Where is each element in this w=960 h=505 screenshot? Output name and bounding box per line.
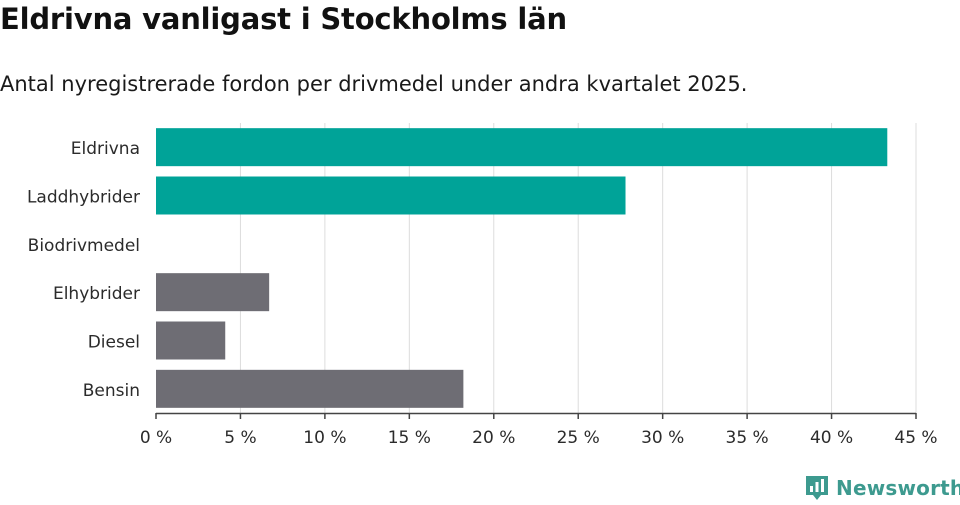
- x-tick-label: 5 %: [224, 428, 256, 448]
- x-tick-label: 35 %: [726, 428, 769, 448]
- category-label: Eldrivna: [71, 139, 140, 159]
- x-tick-label: 25 %: [557, 428, 600, 448]
- x-tick-label: 15 %: [388, 428, 431, 448]
- category-label: Bensin: [83, 381, 140, 401]
- bar: [156, 128, 888, 167]
- x-tick-label: 20 %: [472, 428, 515, 448]
- x-tick-label: 0 %: [140, 428, 172, 448]
- category-label: Elhybrider: [53, 284, 140, 304]
- x-tick-label: 30 %: [641, 428, 684, 448]
- x-tick-label: 40 %: [810, 428, 853, 448]
- x-tick-label: 10 %: [303, 428, 346, 448]
- category-label: Biodrivmedel: [28, 236, 140, 256]
- bar: [156, 273, 270, 312]
- bar-chart-logo-icon: [806, 476, 828, 500]
- x-tick-label: 45 %: [894, 428, 937, 448]
- category-label: Diesel: [88, 333, 140, 353]
- bar: [156, 369, 464, 408]
- chart-title: Eldrivna vanligast i Stockholms län: [0, 2, 567, 36]
- category-label: Laddhybrider: [27, 188, 140, 208]
- bar: [156, 321, 226, 360]
- chart-subtitle: Antal nyregistrerade fordon per drivmede…: [0, 72, 748, 96]
- brand-logo: Newsworthy: [804, 474, 960, 502]
- bar: [156, 176, 626, 215]
- brand-name: Newsworthy: [836, 476, 960, 500]
